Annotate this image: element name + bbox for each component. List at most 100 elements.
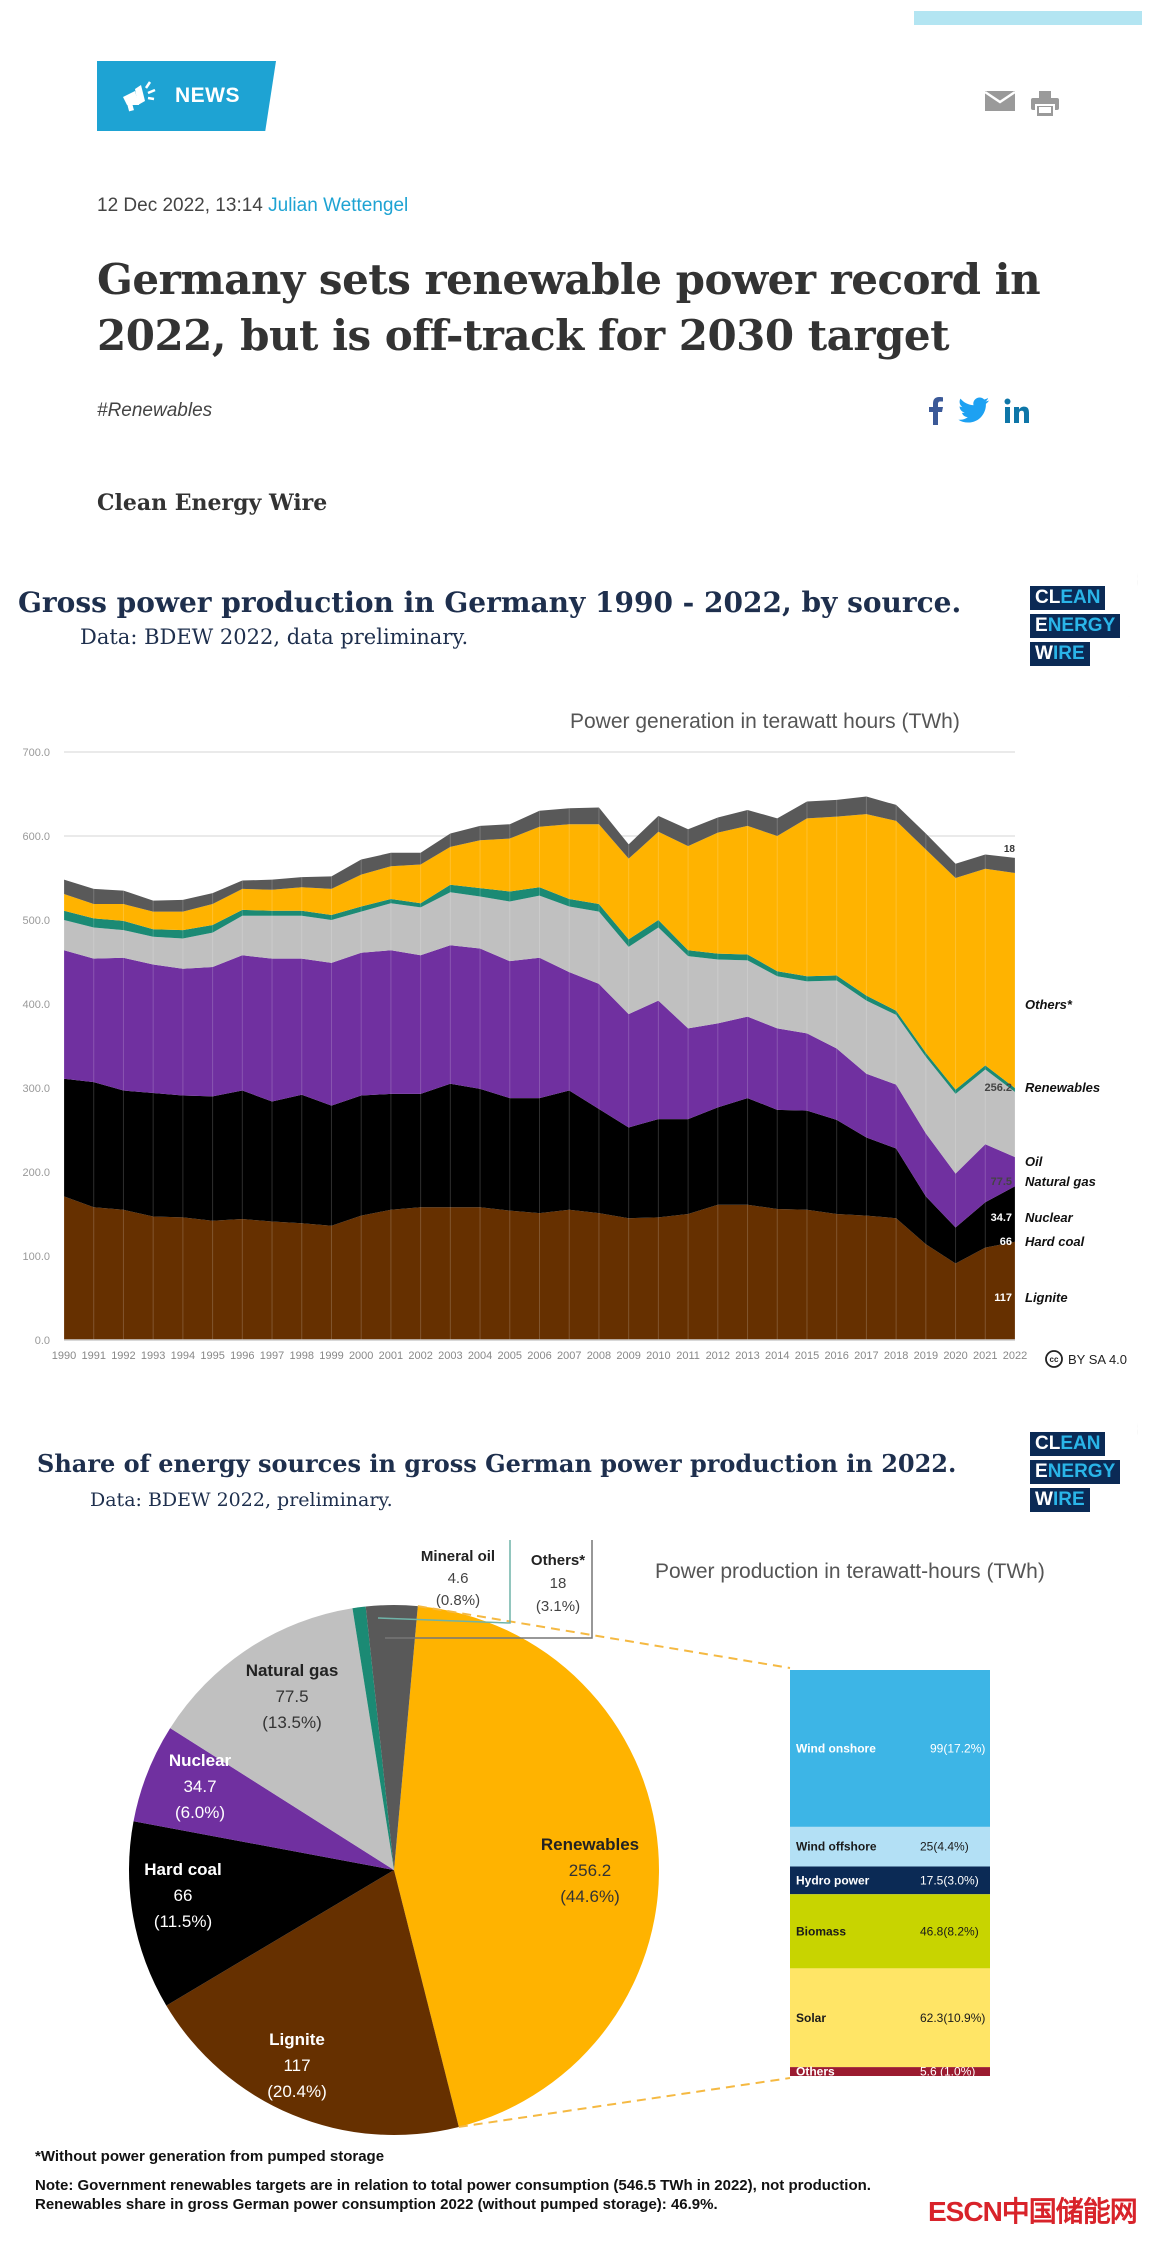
end-value-label: 117 bbox=[994, 1292, 1012, 1304]
callout-name: Others* bbox=[531, 1552, 585, 1569]
clean-energy-wire-logo-2: CLEAN ENERGY WIRE bbox=[1030, 1432, 1121, 1512]
x-tick-label: 1991 bbox=[81, 1350, 105, 1362]
connector-line-bottom bbox=[458, 2077, 791, 2128]
pie-chart-unit-label: Power production in terawatt-hours (TWh) bbox=[655, 1560, 1045, 1583]
print-icon[interactable] bbox=[1030, 90, 1060, 118]
x-tick-label: 2015 bbox=[795, 1350, 819, 1362]
end-value-label: 256.2 bbox=[984, 1082, 1012, 1094]
pie-label-percent: (13.5%) bbox=[262, 1713, 322, 1732]
breakdown-bar-others bbox=[790, 2067, 990, 2076]
breakdown-bar-solar bbox=[790, 1968, 990, 2068]
y-tick-label: 600.0 bbox=[22, 831, 50, 843]
x-tick-label: 1993 bbox=[141, 1350, 165, 1362]
area-series-lignite bbox=[64, 1196, 1015, 1340]
breakdown-segment: Wind offshore 25(4.4%) bbox=[790, 1826, 990, 1867]
megaphone-icon bbox=[123, 81, 156, 112]
pie-label-group: Nuclear 34.7 (6.0%) bbox=[169, 1751, 232, 1822]
end-value-label: 66 bbox=[1000, 1236, 1012, 1248]
article-source: Clean Energy Wire bbox=[97, 490, 328, 516]
breakdown-bar-biomass bbox=[790, 1894, 990, 1969]
clean-energy-wire-logo: CLEAN ENERGY WIRE bbox=[1030, 586, 1121, 666]
pie-label-value: 66 bbox=[174, 1886, 193, 1905]
x-tick-label: 2013 bbox=[735, 1350, 759, 1362]
twitter-icon[interactable] bbox=[958, 397, 990, 425]
pie-label-group: Lignite 117 (20.4%) bbox=[267, 2030, 327, 2101]
x-tick-label: 2004 bbox=[468, 1350, 492, 1362]
news-badge-label: NEWS bbox=[175, 84, 240, 107]
pie-label-name: Hard coal bbox=[144, 1860, 221, 1879]
y-tick-label: 500.0 bbox=[22, 915, 50, 927]
pie-label-percent: (6.0%) bbox=[175, 1803, 225, 1822]
x-tick-label: 1996 bbox=[230, 1350, 254, 1362]
legend-label: Lignite bbox=[1025, 1290, 1068, 1305]
email-icon[interactable] bbox=[984, 90, 1016, 112]
cc-icon-text: cc bbox=[1050, 1355, 1059, 1364]
footnote-asterisk: *Without power generation from pumped st… bbox=[35, 2148, 385, 2165]
breakdown-segment: Hydro power 17.5(3.0%) bbox=[790, 1866, 990, 1895]
x-tick-label: 2008 bbox=[587, 1350, 611, 1362]
y-tick-label: 0.0 bbox=[35, 1335, 50, 1347]
end-value-label: 77.5 bbox=[991, 1176, 1012, 1188]
cc-license-badge: cc BY SA 4.0 bbox=[1045, 1350, 1127, 1368]
breakdown-name: Hydro power bbox=[796, 1873, 870, 1887]
x-tick-label: 2009 bbox=[616, 1350, 640, 1362]
area-series-natural-gas bbox=[64, 892, 1015, 1174]
pie-label-name: Natural gas bbox=[246, 1661, 339, 1680]
x-tick-label: 2010 bbox=[646, 1350, 670, 1362]
pie-label-group: Natural gas 77.5 (13.5%) bbox=[246, 1661, 339, 1732]
x-tick-label: 2011 bbox=[676, 1350, 700, 1362]
pie-slice-others bbox=[365, 1605, 418, 1870]
breakdown-segment: Wind onshore 99(17.2%) bbox=[790, 1670, 990, 1827]
article-actions bbox=[984, 90, 1060, 118]
pie-label-name: Nuclear bbox=[169, 1751, 232, 1770]
x-tick-label: 2016 bbox=[824, 1350, 848, 1362]
x-tick-label: 2003 bbox=[438, 1350, 462, 1362]
x-tick-label: 2021 bbox=[973, 1350, 997, 1362]
x-tick-label: 1998 bbox=[290, 1350, 314, 1362]
area-series-hard-coal bbox=[64, 1078, 1015, 1264]
area-series-nuclear bbox=[64, 945, 1015, 1228]
legend-label: Natural gas bbox=[1025, 1174, 1096, 1189]
news-category-badge[interactable]: NEWS bbox=[97, 61, 276, 131]
legend-label: Others* bbox=[1025, 997, 1073, 1012]
y-tick-label: 700.0 bbox=[22, 747, 50, 759]
x-tick-label: 2000 bbox=[349, 1350, 373, 1362]
linkedin-icon[interactable] bbox=[1004, 398, 1030, 424]
x-tick-label: 1990 bbox=[52, 1350, 76, 1362]
pie-chart-header: Share of energy sources in gross German … bbox=[10, 1422, 1138, 1542]
breakdown-bar-hydro-power bbox=[790, 1866, 990, 1895]
breakdown-name: Others bbox=[796, 2065, 835, 2079]
facebook-icon[interactable] bbox=[928, 397, 944, 425]
pie-label-value: 77.5 bbox=[275, 1687, 308, 1706]
y-tick-label: 300.0 bbox=[22, 1083, 50, 1095]
callout-mineral-oil: Mineral oil 4.6 (0.8%) bbox=[421, 1548, 495, 1609]
callout-others: Others* 18 (3.1%) bbox=[531, 1552, 585, 1615]
pie-slice-hard-coal bbox=[129, 1821, 395, 2006]
pie-label-value: 117 bbox=[283, 2056, 310, 2075]
pie-label-name: Lignite bbox=[269, 2030, 325, 2049]
x-tick-label: 2017 bbox=[854, 1350, 878, 1362]
area-chart-y-title: Power generation in terawatt hours (TWh) bbox=[570, 710, 960, 733]
publish-date: 12 Dec 2022, 13:14 bbox=[97, 195, 263, 216]
legend-label: Oil bbox=[1025, 1154, 1043, 1169]
watermark: ESCN中国储能网 bbox=[928, 2196, 1138, 2227]
y-tick-label: 200.0 bbox=[22, 1167, 50, 1179]
breakdown-value: 17.5(3.0%) bbox=[920, 1873, 979, 1887]
x-tick-label: 2002 bbox=[408, 1350, 432, 1362]
callout-percent: (0.8%) bbox=[436, 1592, 480, 1609]
breakdown-value: 25(4.4%) bbox=[920, 1840, 969, 1854]
pie-slice-lignite bbox=[166, 1870, 459, 2135]
pie-label-name: Renewables bbox=[541, 1835, 639, 1854]
y-tick-label: 400.0 bbox=[22, 999, 50, 1011]
x-tick-label: 2012 bbox=[706, 1350, 730, 1362]
x-tick-label: 2019 bbox=[914, 1350, 938, 1362]
pie-chart: Renewables 256.2 (44.6%) Lignite 117 (20.4%) H… bbox=[129, 1540, 990, 2135]
author-link[interactable]: Julian Wettengel bbox=[268, 195, 409, 216]
pie-label-value: 256.2 bbox=[569, 1861, 612, 1880]
callout-line-others bbox=[385, 1540, 593, 1639]
x-tick-label: 1997 bbox=[260, 1350, 284, 1362]
legend-label: Nuclear bbox=[1025, 1210, 1074, 1225]
x-tick-label: 2007 bbox=[557, 1350, 581, 1362]
topic-tag[interactable]: #Renewables bbox=[97, 400, 213, 421]
pie-label-percent: (44.6%) bbox=[560, 1887, 620, 1906]
